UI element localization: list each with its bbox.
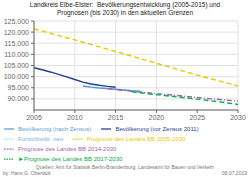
html-text:Fortschreibt. neu: Fortschreibt. neu bbox=[18, 135, 63, 142]
svg-text:2005: 2005 bbox=[26, 114, 42, 121]
svg-text:105.000: 105.000 bbox=[8, 62, 29, 69]
html-text:►Prognose des Landes BB 2017-2: ►Prognose des Landes BB 2017-2030 bbox=[18, 155, 123, 162]
svg-text:2010: 2010 bbox=[67, 114, 83, 121]
html-text:08.07.2019: 08.07.2019 bbox=[222, 170, 247, 176]
svg-text:100.000: 100.000 bbox=[8, 73, 29, 80]
svg-text:110.000: 110.000 bbox=[8, 51, 29, 58]
html-text:Bevölkerung (vor Zensus 2011): Bevölkerung (vor Zensus 2011) bbox=[115, 125, 199, 132]
html-text:Prognose des Landes BB 2014-20: Prognose des Landes BB 2014-2030 bbox=[18, 145, 117, 152]
svg-text:2025: 2025 bbox=[189, 114, 205, 121]
svg-text:120.000: 120.000 bbox=[8, 29, 29, 36]
svg-text:115.000: 115.000 bbox=[8, 40, 29, 47]
html-text:Landkreis Elbe-Elster: Bevölke: Landkreis Elbe-Elster: Bevölkerungsentwi… bbox=[29, 1, 221, 16]
svg-text:2015: 2015 bbox=[108, 114, 124, 121]
html-text:Bevölkerung (nach Zensus): Bevölkerung (nach Zensus) bbox=[18, 125, 92, 132]
html-text:Prognose des Landes BB 2005-20: Prognose des Landes BB 2005-2030 bbox=[87, 135, 186, 142]
svg-text:125.000: 125.000 bbox=[8, 19, 29, 24]
svg-text:2020: 2020 bbox=[149, 114, 165, 121]
html-text:Quellen: Amt für Statistik Ber: Quellen: Amt für Statistik Berlin-Brande… bbox=[35, 164, 215, 170]
svg-text:2030: 2030 bbox=[230, 114, 242, 121]
html-text:by: Hans G. Oberlack: by: Hans G. Oberlack bbox=[3, 170, 51, 176]
svg-text:90.000: 90.000 bbox=[8, 95, 29, 102]
svg-text:95.000: 95.000 bbox=[8, 84, 29, 91]
